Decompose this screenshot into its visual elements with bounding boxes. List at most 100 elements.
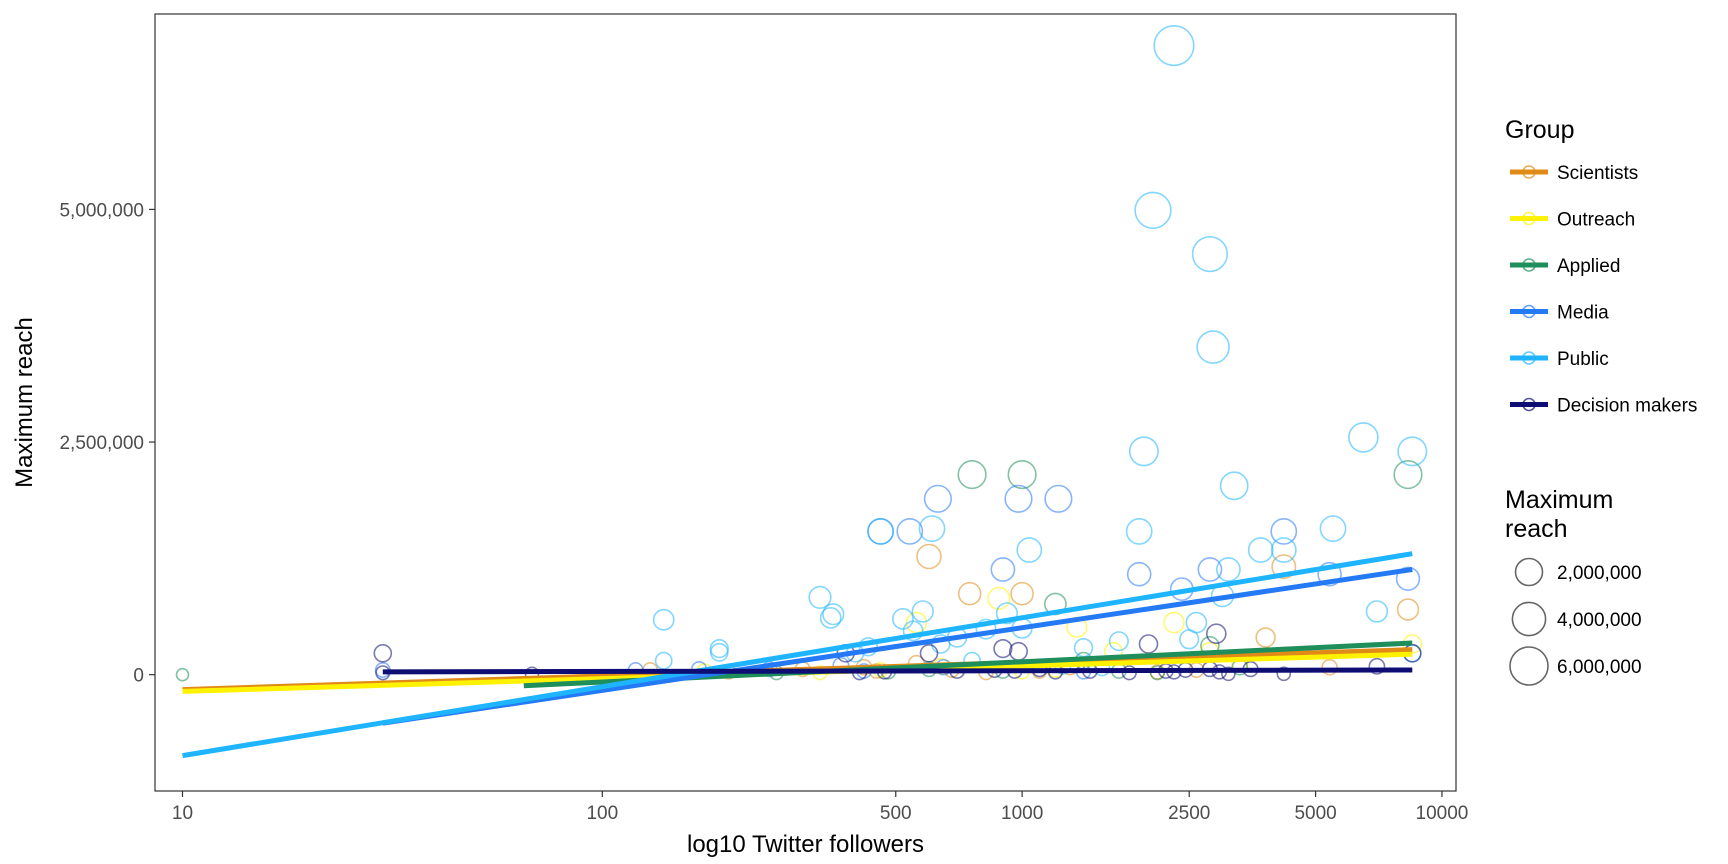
point-media	[1004, 484, 1033, 513]
legend-swatch-point	[1522, 397, 1536, 412]
trend-line-media	[382, 567, 1413, 726]
legend-swatch-point	[1522, 165, 1536, 179]
y-axis-title: Maximum reach	[11, 317, 38, 488]
point-public	[1108, 631, 1129, 652]
x-axis: 10 100 500 1000 2500 5000 10000	[172, 791, 1468, 824]
point-decision-makers	[1008, 641, 1028, 661]
point-decision-makers	[919, 643, 939, 663]
point-scientists	[1321, 658, 1338, 676]
trend-lines	[182, 551, 1413, 759]
x-tick-label: 1000	[1001, 803, 1043, 824]
legend-item-scientists: Scientists	[1510, 163, 1638, 184]
point-scientists	[1271, 554, 1297, 580]
point-public	[819, 607, 842, 629]
point-media	[1395, 566, 1421, 591]
point-decision-makers	[1221, 666, 1236, 682]
point-applied	[1393, 460, 1423, 490]
legend-item-applied: Applied	[1510, 256, 1620, 277]
x-tick-label: 2500	[1168, 803, 1210, 824]
point-public	[1319, 515, 1347, 543]
point-media	[923, 484, 953, 513]
size-legend-item: 6,000,000	[1509, 646, 1642, 686]
point-public	[867, 518, 895, 545]
legend-swatch-point	[1522, 351, 1536, 365]
y-tick-label: 0	[133, 666, 144, 687]
size-legend-label: 2,000,000	[1557, 563, 1642, 584]
legend-label: Applied	[1557, 256, 1620, 277]
point-public	[1134, 191, 1172, 230]
x-tick-label: 5000	[1294, 803, 1336, 824]
x-tick-label: 500	[880, 803, 912, 824]
point-applied	[175, 667, 190, 682]
size-legend-circle	[1509, 646, 1549, 686]
plot-panel-border	[154, 13, 1457, 792]
x-axis-title: log10 Twitter followers	[687, 831, 924, 858]
legend-title-group: Group	[1505, 116, 1574, 144]
point-decision-makers	[993, 638, 1013, 659]
point-public	[1191, 236, 1228, 273]
point-public	[1247, 537, 1274, 563]
point-public	[1270, 537, 1297, 563]
point-media	[1270, 518, 1298, 545]
point-public	[918, 515, 946, 543]
point-decision-makers	[1276, 666, 1292, 682]
point-scientists	[1396, 598, 1420, 621]
point-decision-makers	[1368, 657, 1386, 675]
point-public	[654, 651, 673, 670]
size-legend-label: 6,000,000	[1557, 657, 1642, 678]
trend-line-decision-makers	[382, 667, 1413, 675]
point-media	[1197, 557, 1223, 582]
point-public	[1016, 537, 1043, 563]
legend-item-media: Media	[1510, 303, 1609, 324]
point-public	[1153, 24, 1195, 67]
point-public	[709, 642, 729, 662]
point-public	[808, 585, 832, 610]
legend-label: Scientists	[1557, 163, 1638, 184]
point-scientists	[957, 581, 982, 606]
point-scientists	[1010, 581, 1034, 606]
legend-swatch-point	[1522, 304, 1536, 319]
legend-swatch-point	[1522, 258, 1536, 272]
point-public	[822, 603, 845, 626]
legend-item-outreach: Outreach	[1510, 210, 1635, 231]
x-tick-label: 10	[172, 803, 193, 824]
legend-label: Public	[1557, 349, 1609, 370]
point-media	[1044, 484, 1073, 513]
y-tick-label: 5,000,000	[59, 200, 144, 221]
point-public	[892, 608, 914, 630]
point-public	[995, 602, 1019, 625]
x-tick-label: 100	[586, 803, 618, 824]
trend-line-public	[182, 551, 1413, 759]
y-tick-label: 2,500,000	[59, 433, 144, 454]
legend-label: Media	[1557, 303, 1609, 324]
point-public	[911, 600, 934, 623]
legend-label: Decision makers	[1557, 396, 1697, 417]
point-public	[1196, 330, 1230, 364]
point-public	[1073, 637, 1094, 658]
point-decision-makers	[373, 643, 393, 663]
legend-title-maximum-reach: Maximum reach	[1505, 486, 1613, 543]
point-public	[709, 638, 729, 659]
size-legend-circle	[1511, 601, 1547, 637]
point-media	[896, 518, 924, 545]
point-public	[1216, 557, 1241, 582]
legend-item-public: Public	[1510, 349, 1609, 370]
point-public	[1128, 436, 1159, 467]
legend-item-decision-makers: Decision makers	[1510, 396, 1697, 417]
x-tick-label: 10000	[1416, 803, 1469, 824]
point-media	[990, 557, 1016, 582]
y-axis: 0 2,500,000 5,000,000	[59, 200, 155, 687]
size-legend-item: 2,000,000	[1514, 557, 1642, 587]
point-outreach	[987, 586, 1011, 611]
point-scientists	[916, 543, 942, 570]
point-public	[1397, 436, 1428, 467]
color-legend-items: Scientists Outreach Applied Media Public Deci…	[1510, 163, 1697, 417]
legend-label: Outreach	[1557, 210, 1635, 231]
point-media	[1126, 561, 1152, 587]
size-legend-items: 2,000,000 4,000,000 6,000,000	[1509, 557, 1642, 686]
point-media	[1317, 561, 1342, 587]
legend: Group Scientists Outreach Applied Media Publ…	[1505, 116, 1697, 686]
legend-swatch-point	[1522, 211, 1536, 226]
point-outreach	[1163, 611, 1185, 634]
